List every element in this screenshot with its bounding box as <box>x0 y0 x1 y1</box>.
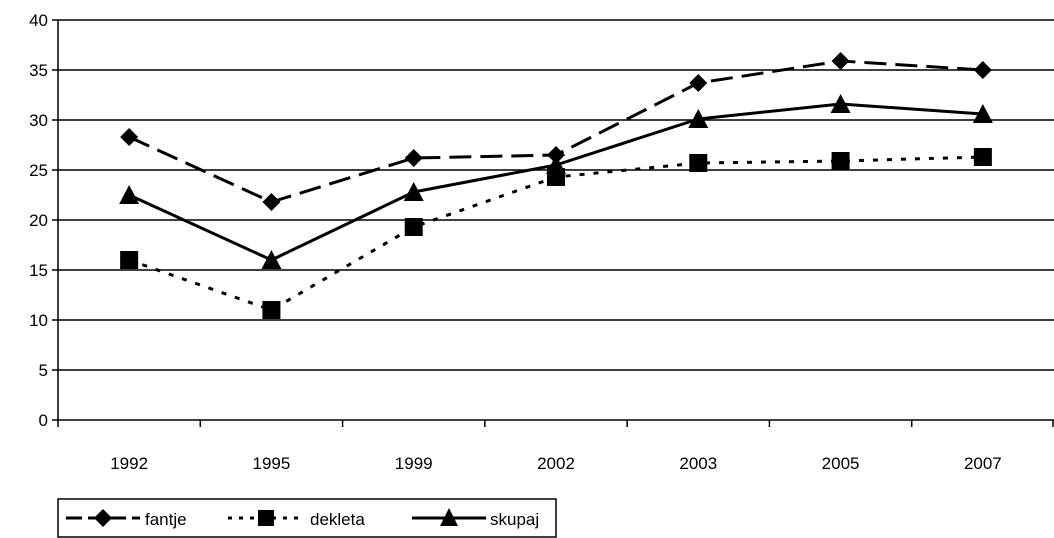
legend-label-fantje: fantje <box>145 510 187 529</box>
data-point-dekleta <box>973 148 992 166</box>
legend-item-skupaj: skupaj <box>412 508 539 529</box>
y-tick-label: 40 <box>29 11 48 30</box>
y-axis: 0 5 10 15 20 25 30 35 40 <box>29 11 59 430</box>
y-tick-label: 0 <box>39 411 48 430</box>
y-tick-label: 20 <box>29 211 48 230</box>
data-point-skupaj <box>403 182 424 201</box>
data-point-fantje <box>689 74 708 92</box>
data-point-fantje <box>973 61 992 79</box>
legend-label-dekleta: dekleta <box>310 510 365 529</box>
data-point-skupaj <box>830 94 851 113</box>
x-tick-label: 1995 <box>253 454 291 473</box>
x-tick-label: 2002 <box>537 454 575 473</box>
legend-label-skupaj: skupaj <box>490 510 539 529</box>
data-point-dekleta <box>120 251 139 269</box>
data-point-skupaj <box>261 250 282 269</box>
data-point-skupaj <box>972 104 993 123</box>
legend-marker-square-icon <box>258 510 274 526</box>
x-tick-label: 1999 <box>395 454 433 473</box>
gridlines <box>58 19 1054 371</box>
series-lines <box>119 52 993 319</box>
data-point-fantje <box>404 149 423 167</box>
data-point-fantje <box>262 193 281 211</box>
y-tick-label: 35 <box>29 61 48 80</box>
x-tick-label: 2007 <box>964 454 1002 473</box>
data-point-dekleta <box>404 218 423 236</box>
legend-marker-triangle-icon <box>440 508 458 526</box>
y-tick-label: 5 <box>39 361 48 380</box>
data-point-skupaj <box>119 185 140 204</box>
y-tick-label: 10 <box>29 311 48 330</box>
data-point-skupaj <box>688 109 709 128</box>
legend-marker-diamond-icon <box>94 509 112 527</box>
x-axis: 1992 1995 1999 2002 2003 2005 2007 <box>57 419 1054 473</box>
data-point-fantje <box>120 128 139 146</box>
data-point-dekleta <box>689 154 708 172</box>
y-tick-label: 25 <box>29 161 48 180</box>
y-tick-label: 30 <box>29 111 48 130</box>
data-point-skupaj <box>546 155 566 174</box>
series-dekleta <box>120 148 992 319</box>
y-tick-label: 15 <box>29 261 48 280</box>
series-fantje <box>120 52 992 211</box>
data-point-fantje <box>831 52 850 70</box>
series-skupaj <box>119 94 993 269</box>
legend-item-fantje: fantje <box>66 509 187 529</box>
legend: fantje dekleta skupaj <box>57 498 557 538</box>
data-point-dekleta <box>262 301 281 319</box>
x-tick-label: 2003 <box>679 454 717 473</box>
x-tick-label: 2005 <box>822 454 860 473</box>
legend-frame <box>57 498 557 538</box>
data-point-dekleta <box>831 152 850 170</box>
x-tick-label: 1992 <box>110 454 148 473</box>
legend-item-dekleta: dekleta <box>228 510 365 529</box>
